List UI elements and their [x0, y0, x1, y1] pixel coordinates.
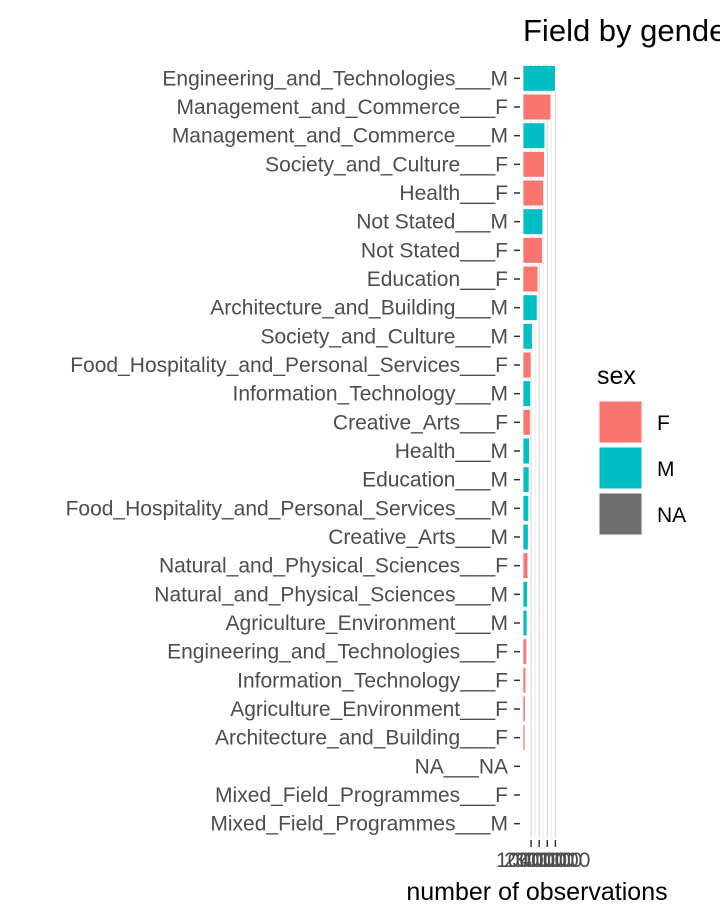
- category-labels: Engineering_and_Technologies___M Manageme…: [66, 67, 508, 835]
- legend-label: F: [657, 412, 670, 435]
- category-label: Health___M: [395, 440, 508, 463]
- bar: [522, 466, 530, 493]
- legend-swatch: [598, 446, 643, 490]
- x-tick-label: 400000: [520, 849, 590, 872]
- category-label: Society_and_Culture___M: [261, 325, 509, 348]
- legend-label: M: [657, 458, 675, 481]
- legend-swatch: [598, 400, 643, 444]
- bar: [522, 409, 531, 436]
- bar: [522, 695, 526, 723]
- bar: [522, 65, 556, 92]
- category-label: Agriculture_Environment___F: [230, 698, 508, 721]
- bar: [522, 93, 552, 121]
- category-label: Education___F: [367, 268, 508, 291]
- category-label: Information_Technology___M: [232, 383, 508, 406]
- legend-title: sex: [597, 362, 636, 390]
- category-label: Architecture_and_Building___F: [215, 727, 508, 750]
- x-tick-label: 200000: [504, 849, 574, 872]
- category-label: Natural_and_Physical_Sciences___F: [159, 555, 508, 578]
- bar: [522, 495, 530, 522]
- category-label: Architecture_and_Building___M: [210, 297, 508, 320]
- category-label: Food_Hospitality_and_Personal_Services__…: [66, 497, 508, 520]
- bar: [522, 810, 525, 837]
- bar: [522, 609, 528, 637]
- legend-swatch: [598, 492, 643, 536]
- bar: [522, 552, 529, 579]
- bar: [522, 724, 526, 751]
- legend-label: NA: [657, 504, 686, 527]
- category-label: Creative_Arts___M: [328, 526, 508, 549]
- bar: [522, 581, 528, 608]
- bar: [522, 667, 527, 694]
- bar: [522, 179, 545, 207]
- category-label: NA___NA: [415, 755, 508, 778]
- category-label: Not Stated___F: [361, 239, 508, 262]
- category-label: Agriculture_Environment___M: [226, 612, 508, 635]
- bar: [522, 781, 525, 809]
- category-label: Society_and_Culture___F: [265, 153, 508, 176]
- category-label: Management_and_Commerce___M: [172, 125, 508, 148]
- category-label: Mixed_Field_Programmes___M: [210, 813, 508, 836]
- bar: [522, 523, 529, 551]
- bar: [522, 351, 532, 379]
- category-label: Natural_and_Physical_Sciences___M: [154, 583, 508, 606]
- bar: [522, 237, 543, 264]
- bar: [522, 151, 545, 178]
- bar: [522, 265, 539, 293]
- category-label: Not Stated___M: [356, 211, 508, 234]
- category-ticks: [514, 77, 520, 825]
- x-axis-title: number of observations: [406, 878, 667, 906]
- category-label: Health___F: [399, 182, 508, 205]
- chart-title: Field by gender: [523, 13, 720, 48]
- category-label: Food_Hospitality_and_Personal_Services__…: [70, 354, 508, 377]
- category-label: Management_and_Commerce___F: [176, 96, 508, 119]
- bar: [522, 208, 544, 235]
- category-label: Engineering_and_Technologies___F: [167, 641, 508, 664]
- bars: [522, 65, 556, 837]
- category-label: Creative_Arts___F: [333, 411, 508, 434]
- legend: sex FM NA: [597, 362, 686, 536]
- bar: [522, 638, 528, 665]
- x-tick-label: 300000: [512, 849, 582, 872]
- bar: [522, 380, 532, 407]
- bar: [522, 294, 538, 321]
- bar: [522, 323, 533, 350]
- bar: [522, 437, 530, 465]
- bar: [522, 122, 546, 149]
- bar: [522, 753, 525, 780]
- category-label: Engineering_and_Technologies___M: [162, 67, 508, 90]
- category-label: Information_Technology___F: [237, 669, 508, 692]
- category-label: Mixed_Field_Programmes___F: [215, 784, 508, 807]
- x-tick-label: 100000: [496, 849, 566, 872]
- category-label: Education___M: [362, 469, 508, 492]
